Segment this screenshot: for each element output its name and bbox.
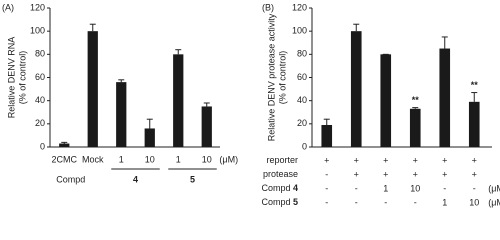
condition-cell: +	[413, 155, 418, 165]
error-bar	[203, 102, 210, 107]
condition-cell: -	[325, 169, 328, 179]
error-bar	[353, 23, 360, 32]
condition-cell: -	[473, 183, 476, 193]
error-bar	[412, 107, 419, 109]
condition-cell: -	[443, 183, 446, 193]
condition-name: protease	[263, 169, 298, 179]
condition-label: Compd 4	[261, 183, 298, 193]
y-tick-label: 20	[297, 118, 307, 128]
condition-cell: -	[355, 183, 358, 193]
y-tick-label: 20	[35, 118, 45, 128]
condition-cell: +	[324, 155, 329, 165]
y-axis-title: (% of control)	[277, 51, 287, 105]
condition-cell: -	[414, 197, 417, 207]
y-axis-title: (% of control)	[17, 51, 27, 105]
error-bar	[471, 92, 478, 102]
condition-name: reporter	[266, 155, 298, 165]
error-bar	[146, 118, 153, 129]
bar	[201, 106, 212, 147]
bar	[87, 31, 98, 148]
condition-cell: -	[325, 197, 328, 207]
condition-cell: +	[354, 169, 359, 179]
y-tick-label: 120	[30, 2, 45, 12]
unit-label: (μM)	[488, 183, 500, 193]
x-tick-label: 1	[176, 154, 181, 164]
y-tick-label: 120	[292, 2, 307, 12]
condition-cell: +	[413, 169, 418, 179]
error-bar	[175, 49, 182, 55]
bar	[116, 82, 127, 147]
condition-cell: 1	[383, 183, 388, 193]
panel-label: (B)	[262, 2, 274, 12]
y-tick-label: 40	[35, 95, 45, 105]
condition-cell: +	[472, 169, 477, 179]
condition-cell: +	[442, 169, 447, 179]
x-tick-label: Mock	[82, 154, 104, 164]
significance-label: **	[471, 80, 479, 90]
condition-cell: +	[354, 155, 359, 165]
compound-number: 5	[293, 197, 298, 207]
bar	[380, 54, 392, 148]
error-bar	[61, 141, 68, 144]
x-tick-label: 2CMC	[51, 154, 77, 164]
condition-cell: +	[472, 155, 477, 165]
bar	[350, 31, 362, 148]
group-label: 5	[190, 174, 195, 184]
y-axis-title: Relative DENV protease activity	[266, 13, 276, 141]
condition-cell: +	[442, 155, 447, 165]
panel-label: (A)	[2, 2, 14, 12]
figure: (A)Relative DENV RNA (% of control)020406…	[2, 2, 500, 207]
x-tick-label: 10	[202, 154, 212, 164]
bar	[173, 54, 184, 148]
compound-number: 4	[293, 183, 298, 193]
bar	[439, 48, 451, 147]
bar	[409, 108, 421, 147]
condition-cell: -	[325, 183, 328, 193]
condition-label: protease	[263, 169, 298, 179]
y-tick-label: 100	[292, 26, 307, 36]
condition-cell: -	[355, 197, 358, 207]
y-tick-label: 100	[30, 26, 45, 36]
condition-label: reporter	[266, 155, 298, 165]
error-bar	[118, 79, 125, 83]
condition-cell: -	[384, 197, 387, 207]
condition-cell: 1	[442, 197, 447, 207]
condition-name: Compd	[261, 197, 290, 207]
condition-cell: +	[383, 155, 388, 165]
unit-label: (μM)	[488, 197, 500, 207]
condition-cell: +	[383, 169, 388, 179]
condition-name: Compd	[261, 183, 290, 193]
x-tick-label: 10	[145, 154, 155, 164]
bar	[321, 124, 333, 147]
y-tick-label: 40	[297, 95, 307, 105]
condition-label: Compd 5	[261, 197, 298, 207]
error-bar	[441, 36, 448, 49]
y-tick-label: 0	[302, 141, 307, 151]
error-bar	[89, 23, 96, 32]
y-axis-title: Relative DENV RNA	[6, 37, 16, 119]
significance-label: **	[412, 95, 420, 105]
bar	[468, 101, 480, 147]
bar	[59, 143, 70, 147]
y-tick-label: 0	[40, 141, 45, 151]
x-tick-label: 1	[119, 154, 124, 164]
bar	[144, 128, 155, 147]
condition-cell: 10	[469, 197, 479, 207]
y-tick-label: 80	[35, 49, 45, 59]
y-tick-label: 60	[35, 72, 45, 82]
y-tick-label: 80	[297, 49, 307, 59]
group-title: Compd	[56, 174, 85, 184]
unit-label: (μM)	[219, 154, 238, 164]
y-tick-label: 60	[297, 72, 307, 82]
condition-cell: 10	[410, 183, 420, 193]
group-label: 4	[133, 174, 138, 184]
error-bar	[323, 118, 330, 125]
